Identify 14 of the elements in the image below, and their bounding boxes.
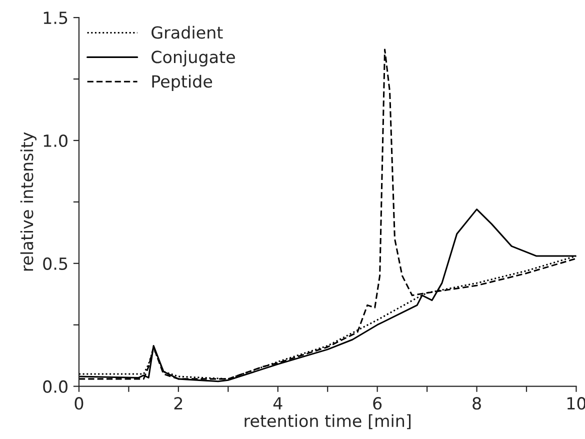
legend-label: Conjugate [152, 50, 235, 66]
y-tick-label: 1.5 [44, 12, 68, 24]
x-tick-label: 4 [273, 397, 282, 410]
legend-label: Gradient [152, 26, 223, 39]
x-tick-label: 0 [74, 397, 84, 410]
legend-label: Peptide [152, 74, 212, 91]
x-tick-label: 2 [174, 397, 182, 410]
y-tick-label: 1.0 [44, 134, 68, 148]
x-axis-title: retention time [min] [244, 414, 411, 430]
y-axis-title: relative intensity [20, 132, 36, 271]
x-tick-label: 6 [373, 397, 382, 410]
x-tick-label: 8 [472, 397, 481, 410]
y-tick-label: 0.0 [43, 380, 68, 393]
y-tick-label: 0.5 [43, 257, 68, 270]
